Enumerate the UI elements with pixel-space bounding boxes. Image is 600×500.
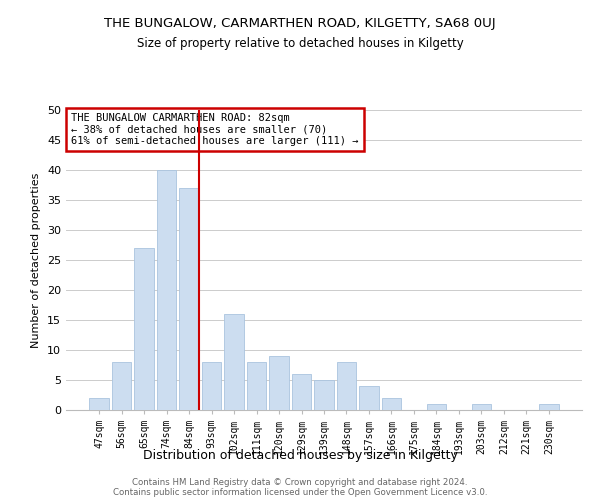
Bar — [269, 356, 289, 410]
Bar — [157, 170, 176, 410]
Text: Distribution of detached houses by size in Kilgetty: Distribution of detached houses by size … — [143, 448, 457, 462]
Text: THE BUNGALOW CARMARTHEN ROAD: 82sqm
← 38% of detached houses are smaller (70)
61: THE BUNGALOW CARMARTHEN ROAD: 82sqm ← 38… — [71, 113, 359, 146]
Bar — [247, 362, 266, 410]
Text: THE BUNGALOW, CARMARTHEN ROAD, KILGETTY, SA68 0UJ: THE BUNGALOW, CARMARTHEN ROAD, KILGETTY,… — [104, 18, 496, 30]
Bar — [179, 188, 199, 410]
Bar — [134, 248, 154, 410]
Bar — [382, 398, 401, 410]
Bar — [472, 404, 491, 410]
Bar — [359, 386, 379, 410]
Bar — [337, 362, 356, 410]
Bar — [89, 398, 109, 410]
Text: Contains public sector information licensed under the Open Government Licence v3: Contains public sector information licen… — [113, 488, 487, 497]
Bar — [539, 404, 559, 410]
Bar — [292, 374, 311, 410]
Bar — [314, 380, 334, 410]
Bar — [427, 404, 446, 410]
Text: Size of property relative to detached houses in Kilgetty: Size of property relative to detached ho… — [137, 38, 463, 51]
Y-axis label: Number of detached properties: Number of detached properties — [31, 172, 41, 348]
Bar — [202, 362, 221, 410]
Bar — [112, 362, 131, 410]
Text: Contains HM Land Registry data © Crown copyright and database right 2024.: Contains HM Land Registry data © Crown c… — [132, 478, 468, 487]
Bar — [224, 314, 244, 410]
